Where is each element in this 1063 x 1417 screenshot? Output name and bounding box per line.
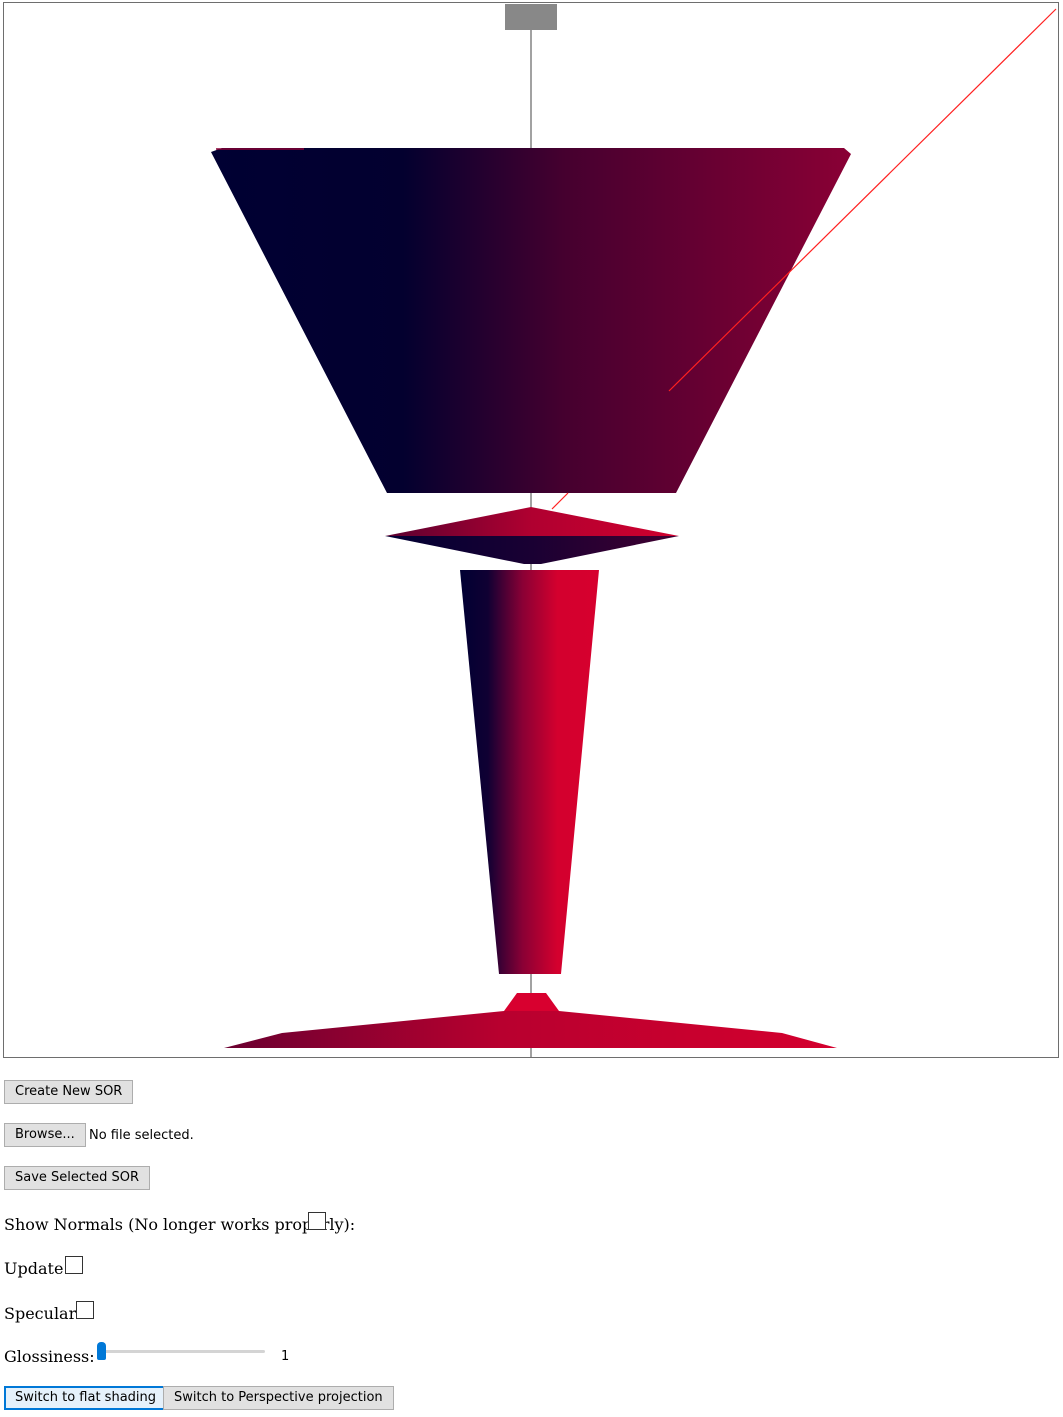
glossiness-label: Glossiness: xyxy=(4,1347,95,1366)
save-sor-button[interactable]: Save Selected SOR xyxy=(4,1166,151,1190)
sor-diamond-top xyxy=(385,507,679,536)
render-canvas[interactable] xyxy=(3,2,1059,1058)
glossiness-slider[interactable] xyxy=(97,1341,265,1361)
file-status: No file selected. xyxy=(89,1128,194,1143)
browse-button[interactable]: Browse... xyxy=(4,1123,86,1147)
create-sor-button[interactable]: Create New SOR xyxy=(4,1080,134,1104)
specular-checkbox[interactable] xyxy=(76,1301,94,1319)
light-ray xyxy=(668,8,1057,392)
sor-cup xyxy=(211,148,851,493)
glossiness-slider-thumb[interactable] xyxy=(97,1342,106,1360)
glossiness-slider-track xyxy=(97,1350,265,1353)
sor-diamond-bottom xyxy=(385,536,679,564)
update-checkbox[interactable] xyxy=(65,1256,83,1274)
light-ray-lower xyxy=(551,492,569,510)
flat-shading-button[interactable]: Switch to flat shading xyxy=(4,1386,168,1410)
glossiness-value: 1 xyxy=(281,1349,290,1364)
sor-base xyxy=(224,1011,837,1048)
sor-base-collar xyxy=(504,993,559,1011)
sor-stem xyxy=(460,570,599,974)
perspective-projection-button[interactable]: Switch to Perspective projection xyxy=(163,1386,394,1410)
show-normals-label: Show Normals (No longer works properly): xyxy=(4,1215,356,1234)
update-label: Update: xyxy=(4,1259,69,1278)
show-normals-checkbox[interactable] xyxy=(308,1212,326,1230)
sor-scene xyxy=(211,4,1057,1057)
light-marker xyxy=(505,4,557,30)
specular-label: Specular: xyxy=(4,1304,82,1323)
